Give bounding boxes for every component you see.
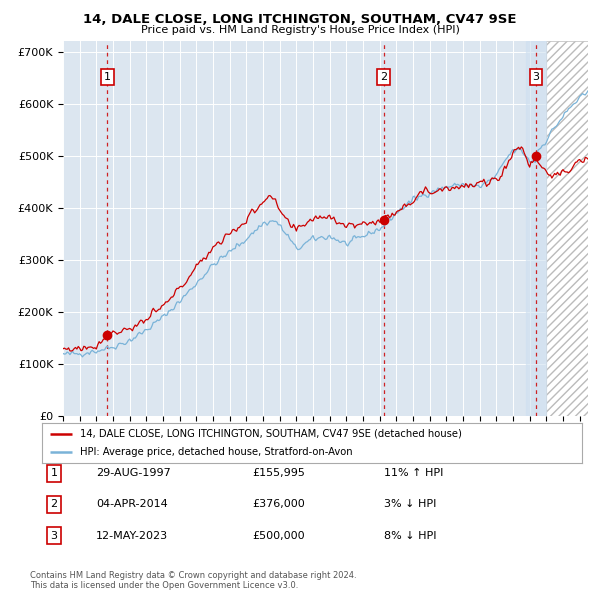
Text: 3: 3 bbox=[50, 531, 58, 540]
Text: £155,995: £155,995 bbox=[252, 468, 305, 478]
Text: This data is licensed under the Open Government Licence v3.0.: This data is licensed under the Open Gov… bbox=[30, 581, 298, 589]
Text: 2: 2 bbox=[380, 72, 388, 82]
Text: £376,000: £376,000 bbox=[252, 500, 305, 509]
Text: 1: 1 bbox=[50, 468, 58, 478]
Text: 29-AUG-1997: 29-AUG-1997 bbox=[96, 468, 171, 478]
Bar bbox=[526, 41, 546, 416]
Text: 2: 2 bbox=[50, 500, 58, 509]
Text: Contains HM Land Registry data © Crown copyright and database right 2024.: Contains HM Land Registry data © Crown c… bbox=[30, 571, 356, 580]
Bar bbox=[547, 41, 600, 416]
Text: 14, DALE CLOSE, LONG ITCHINGTON, SOUTHAM, CV47 9SE: 14, DALE CLOSE, LONG ITCHINGTON, SOUTHAM… bbox=[83, 13, 517, 26]
Bar bbox=[547, 41, 600, 416]
Text: 3% ↓ HPI: 3% ↓ HPI bbox=[384, 500, 436, 509]
Text: HPI: Average price, detached house, Stratford-on-Avon: HPI: Average price, detached house, Stra… bbox=[80, 447, 352, 457]
Text: 1: 1 bbox=[104, 72, 111, 82]
Text: Price paid vs. HM Land Registry's House Price Index (HPI): Price paid vs. HM Land Registry's House … bbox=[140, 25, 460, 35]
Text: 14, DALE CLOSE, LONG ITCHINGTON, SOUTHAM, CV47 9SE (detached house): 14, DALE CLOSE, LONG ITCHINGTON, SOUTHAM… bbox=[80, 429, 461, 439]
Text: £500,000: £500,000 bbox=[252, 531, 305, 540]
Text: 12-MAY-2023: 12-MAY-2023 bbox=[96, 531, 168, 540]
Text: 3: 3 bbox=[532, 72, 539, 82]
Text: 11% ↑ HPI: 11% ↑ HPI bbox=[384, 468, 443, 478]
Text: 8% ↓ HPI: 8% ↓ HPI bbox=[384, 531, 437, 540]
Text: 04-APR-2014: 04-APR-2014 bbox=[96, 500, 168, 509]
